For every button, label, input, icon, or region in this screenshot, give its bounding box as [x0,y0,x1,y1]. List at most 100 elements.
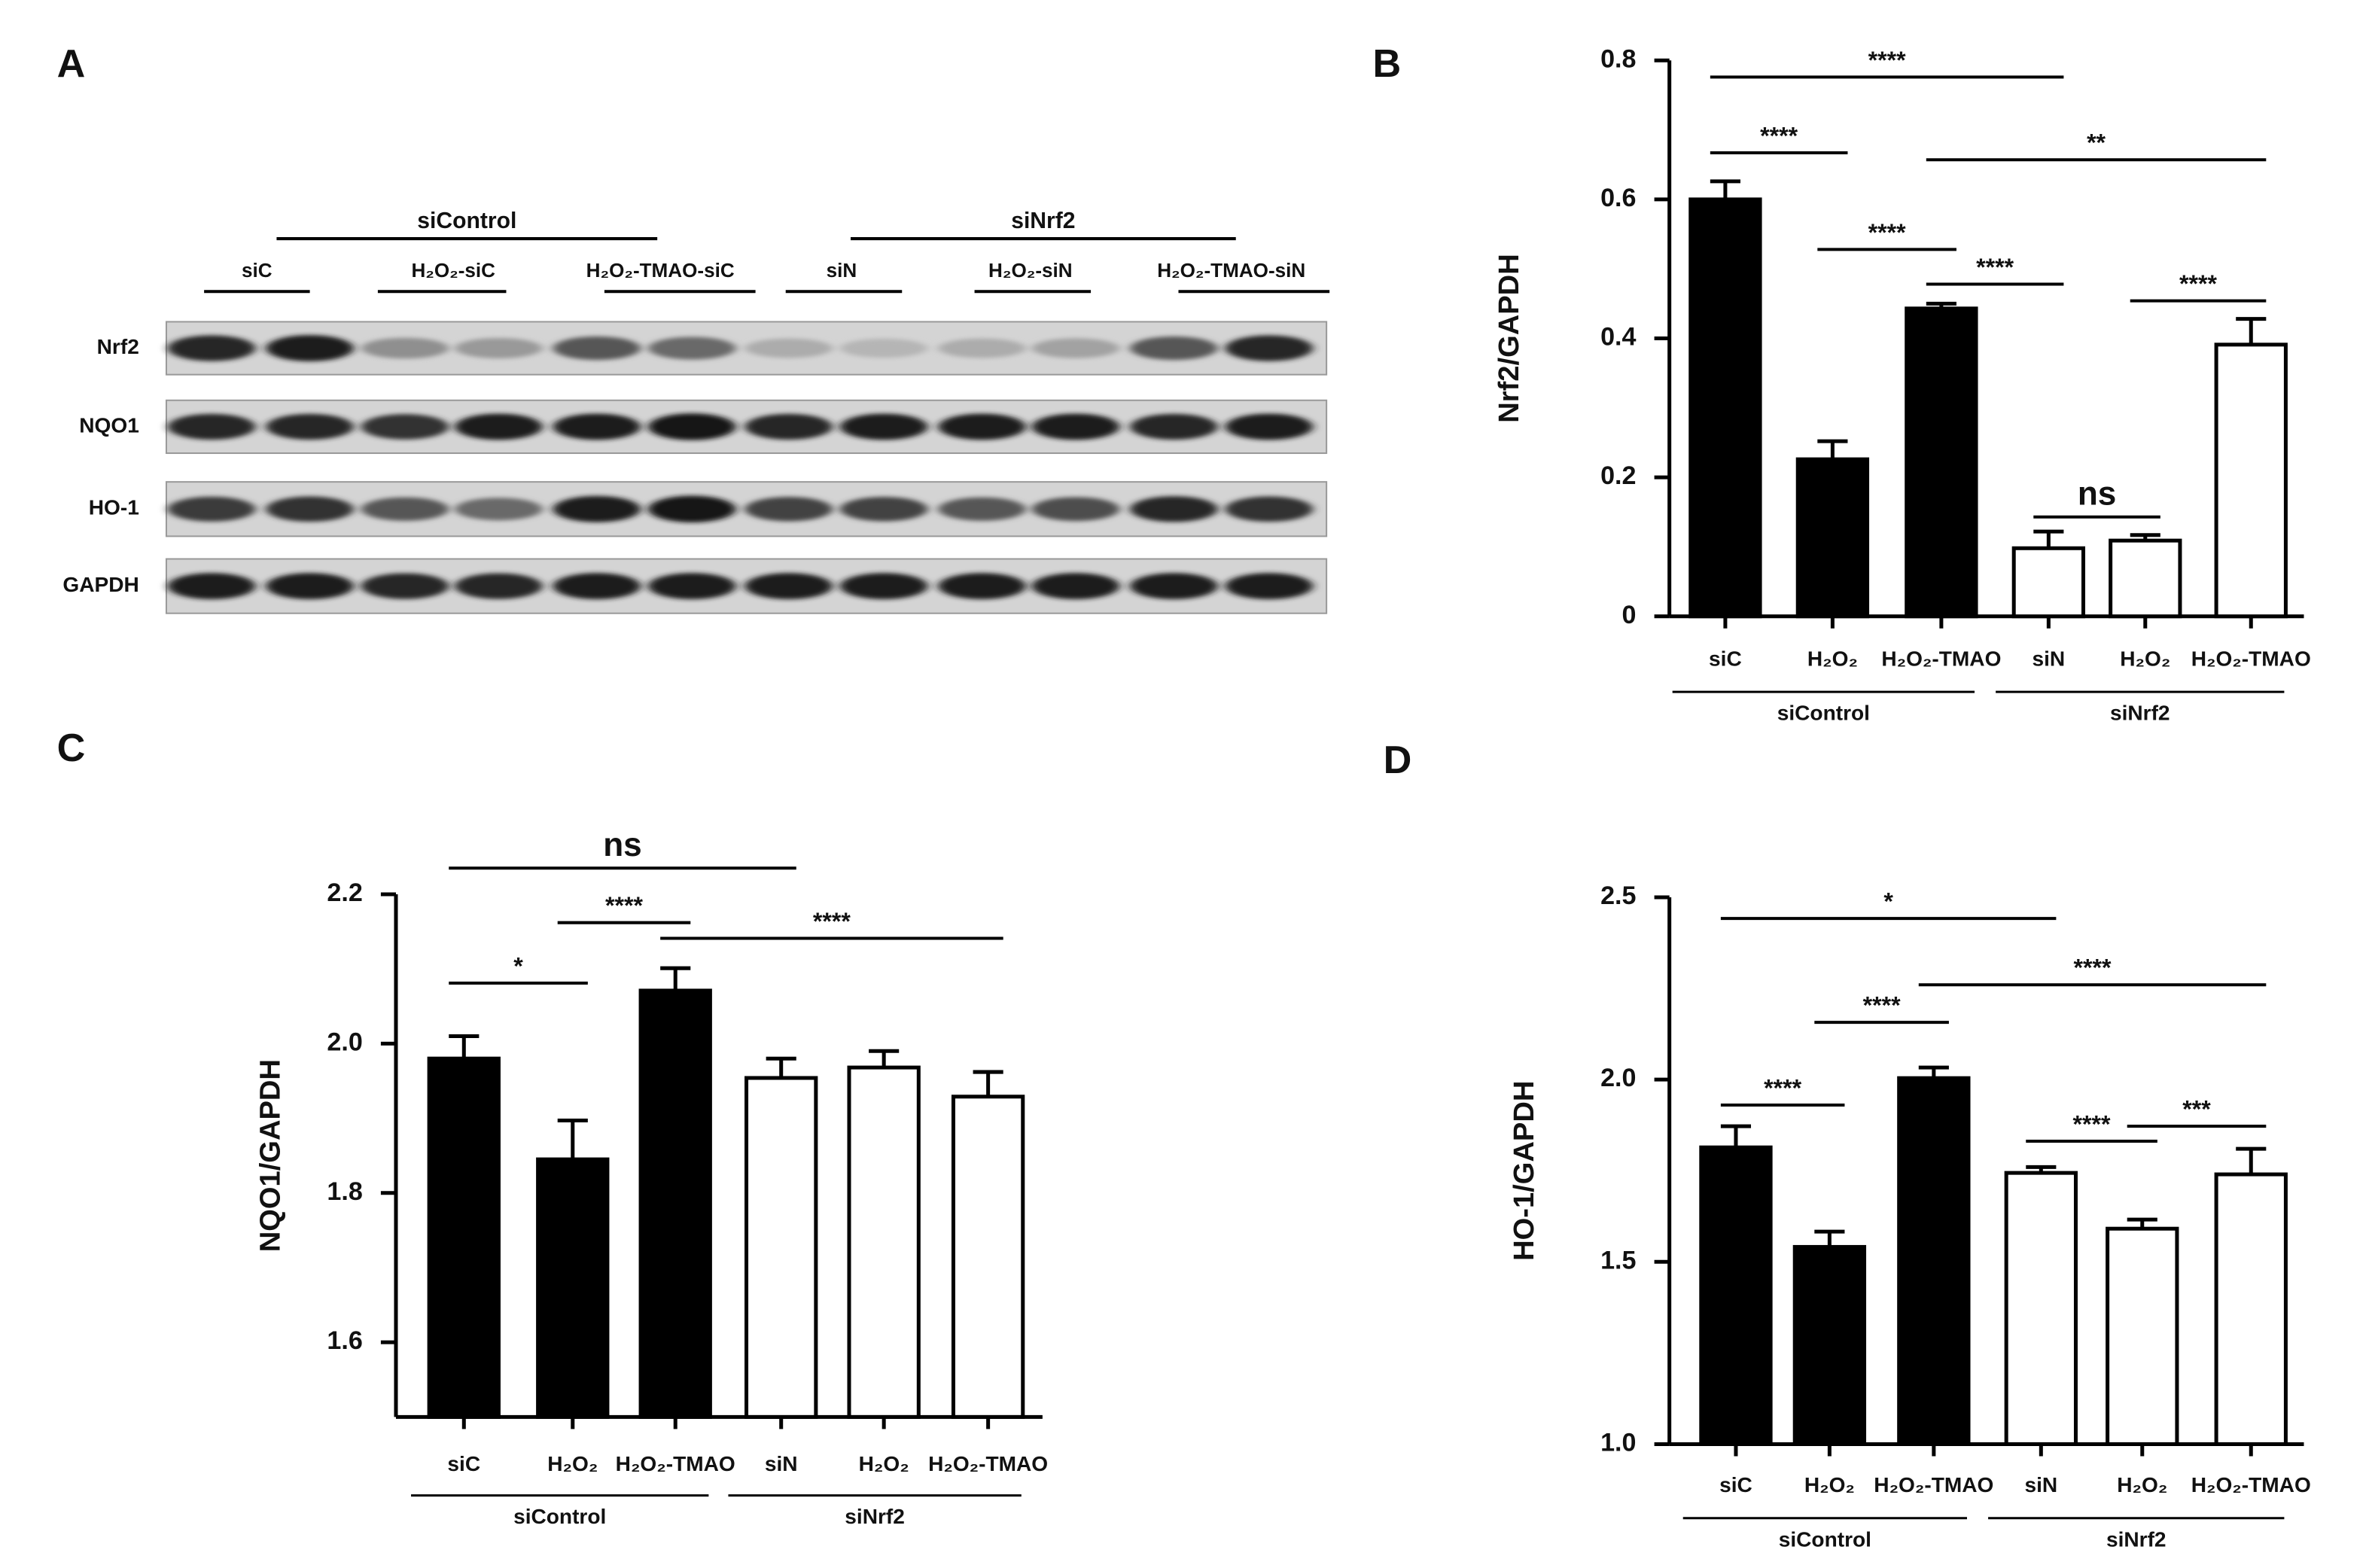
lane-label: H₂O₂-TMAO-siN [1157,259,1305,282]
y-axis-label: HO-1/GAPDH [1508,1081,1540,1261]
blot-band [361,497,449,521]
y-tick-label: 1.5 [1600,1246,1636,1274]
bar [744,1076,818,1419]
significance-label: **** [813,908,851,935]
x-tick-label: siN [2033,647,2066,670]
row-label: GAPDH [62,573,139,596]
blot-band [167,573,256,600]
blot-band [167,413,256,440]
group-label: siControl [1777,702,1870,725]
group-label: siNrf2 [1011,209,1075,233]
blot-band [1031,338,1120,358]
panel-label: C [57,726,86,770]
x-tick-label: H₂O₂ [1804,1473,1855,1496]
x-tick-label: siN [765,1452,798,1475]
bar [2214,1172,2288,1446]
blot-band [553,573,641,600]
row-label: Nrf2 [97,335,139,358]
group-label: siNrf2 [845,1505,905,1528]
bar [1897,1076,1971,1446]
blot-band [553,413,641,440]
blot-band [839,413,928,440]
bar [951,1095,1025,1419]
blot-band [266,335,354,362]
y-tick-label: 2.2 [327,878,362,907]
y-axis-label: NQO1/GAPDH [254,1059,286,1252]
bar [427,1056,501,1419]
lane-label: H₂O₂-siC [411,259,495,282]
panel-label: B [1373,42,1402,86]
x-tick-label: H₂O₂ [547,1452,598,1475]
x-tick-label: H₂O₂-TMAO [928,1452,1048,1475]
bar [638,988,712,1419]
y-tick-label: 0.2 [1600,461,1636,490]
significance-label: **** [1863,992,1901,1019]
blot-band [1225,573,1314,600]
y-tick-label: 0.6 [1600,184,1636,212]
blot-band [839,497,928,522]
y-tick-label: 0.8 [1600,44,1636,73]
y-axis-label: Nrf2/GAPDH [1493,254,1525,422]
bar [2214,343,2288,619]
bar [2109,538,2182,619]
group-label: siControl [513,1505,606,1528]
blot-band [1225,413,1314,440]
lane-label: siC [242,259,273,282]
blot-band [1130,496,1218,522]
x-tick-label: H₂O₂ [2120,647,2170,670]
x-tick-label: siN [2024,1473,2057,1496]
y-tick-label: 0.4 [1600,323,1636,352]
significance-label: *** [2182,1096,2211,1123]
blot-band [361,414,449,440]
y-tick-label: 1.6 [327,1326,362,1355]
significance-label: **** [1760,122,1798,149]
bar [2106,1226,2179,1446]
blot-band [839,573,928,600]
blot-band [648,336,736,360]
y-tick-label: 2.0 [327,1028,362,1056]
blot-band [938,573,1026,600]
bar [1699,1145,1773,1446]
blot-band [266,573,354,600]
blot-band [839,338,928,358]
significance-label: ns [603,827,642,863]
blot-band [361,573,449,599]
bar [1792,1244,1867,1446]
blot-band [1031,413,1120,440]
significance-label: **** [1764,1074,1801,1101]
lane-label: siN [827,259,857,282]
y-tick-label: 1.0 [1600,1428,1636,1457]
x-tick-label: siC [1719,1473,1752,1496]
group-label: siNrf2 [2106,1527,2167,1551]
blot-band [938,338,1026,358]
blot-band [167,335,256,361]
blot-band [744,413,833,440]
blot-band [455,413,543,440]
y-tick-label: 0 [1622,601,1637,629]
group-label: siNrf2 [2110,702,2170,725]
bar [2004,1171,2078,1446]
x-tick-label: siC [1709,647,1742,670]
x-tick-label: H₂O₂-TMAO [2191,1473,2311,1496]
significance-label: **** [2073,1110,2111,1137]
row-label: HO-1 [89,496,139,519]
blot-band [744,573,833,600]
x-tick-label: H₂O₂ [859,1452,909,1475]
row-label: NQO1 [79,413,139,437]
bar [1905,306,1978,619]
bar [536,1157,610,1419]
blot-band [1130,336,1218,361]
blot-band [455,498,543,521]
blot-band [553,495,641,522]
bar [2011,546,2086,619]
significance-label: **** [1868,219,1906,246]
group-label: siControl [417,209,516,233]
blot-band [648,573,736,600]
blot-band [744,338,833,358]
blot-band [1130,573,1218,600]
blot-band [938,497,1026,521]
significance-label: **** [2179,270,2217,297]
blot-band [1225,496,1314,522]
significance-label: **** [605,892,643,919]
